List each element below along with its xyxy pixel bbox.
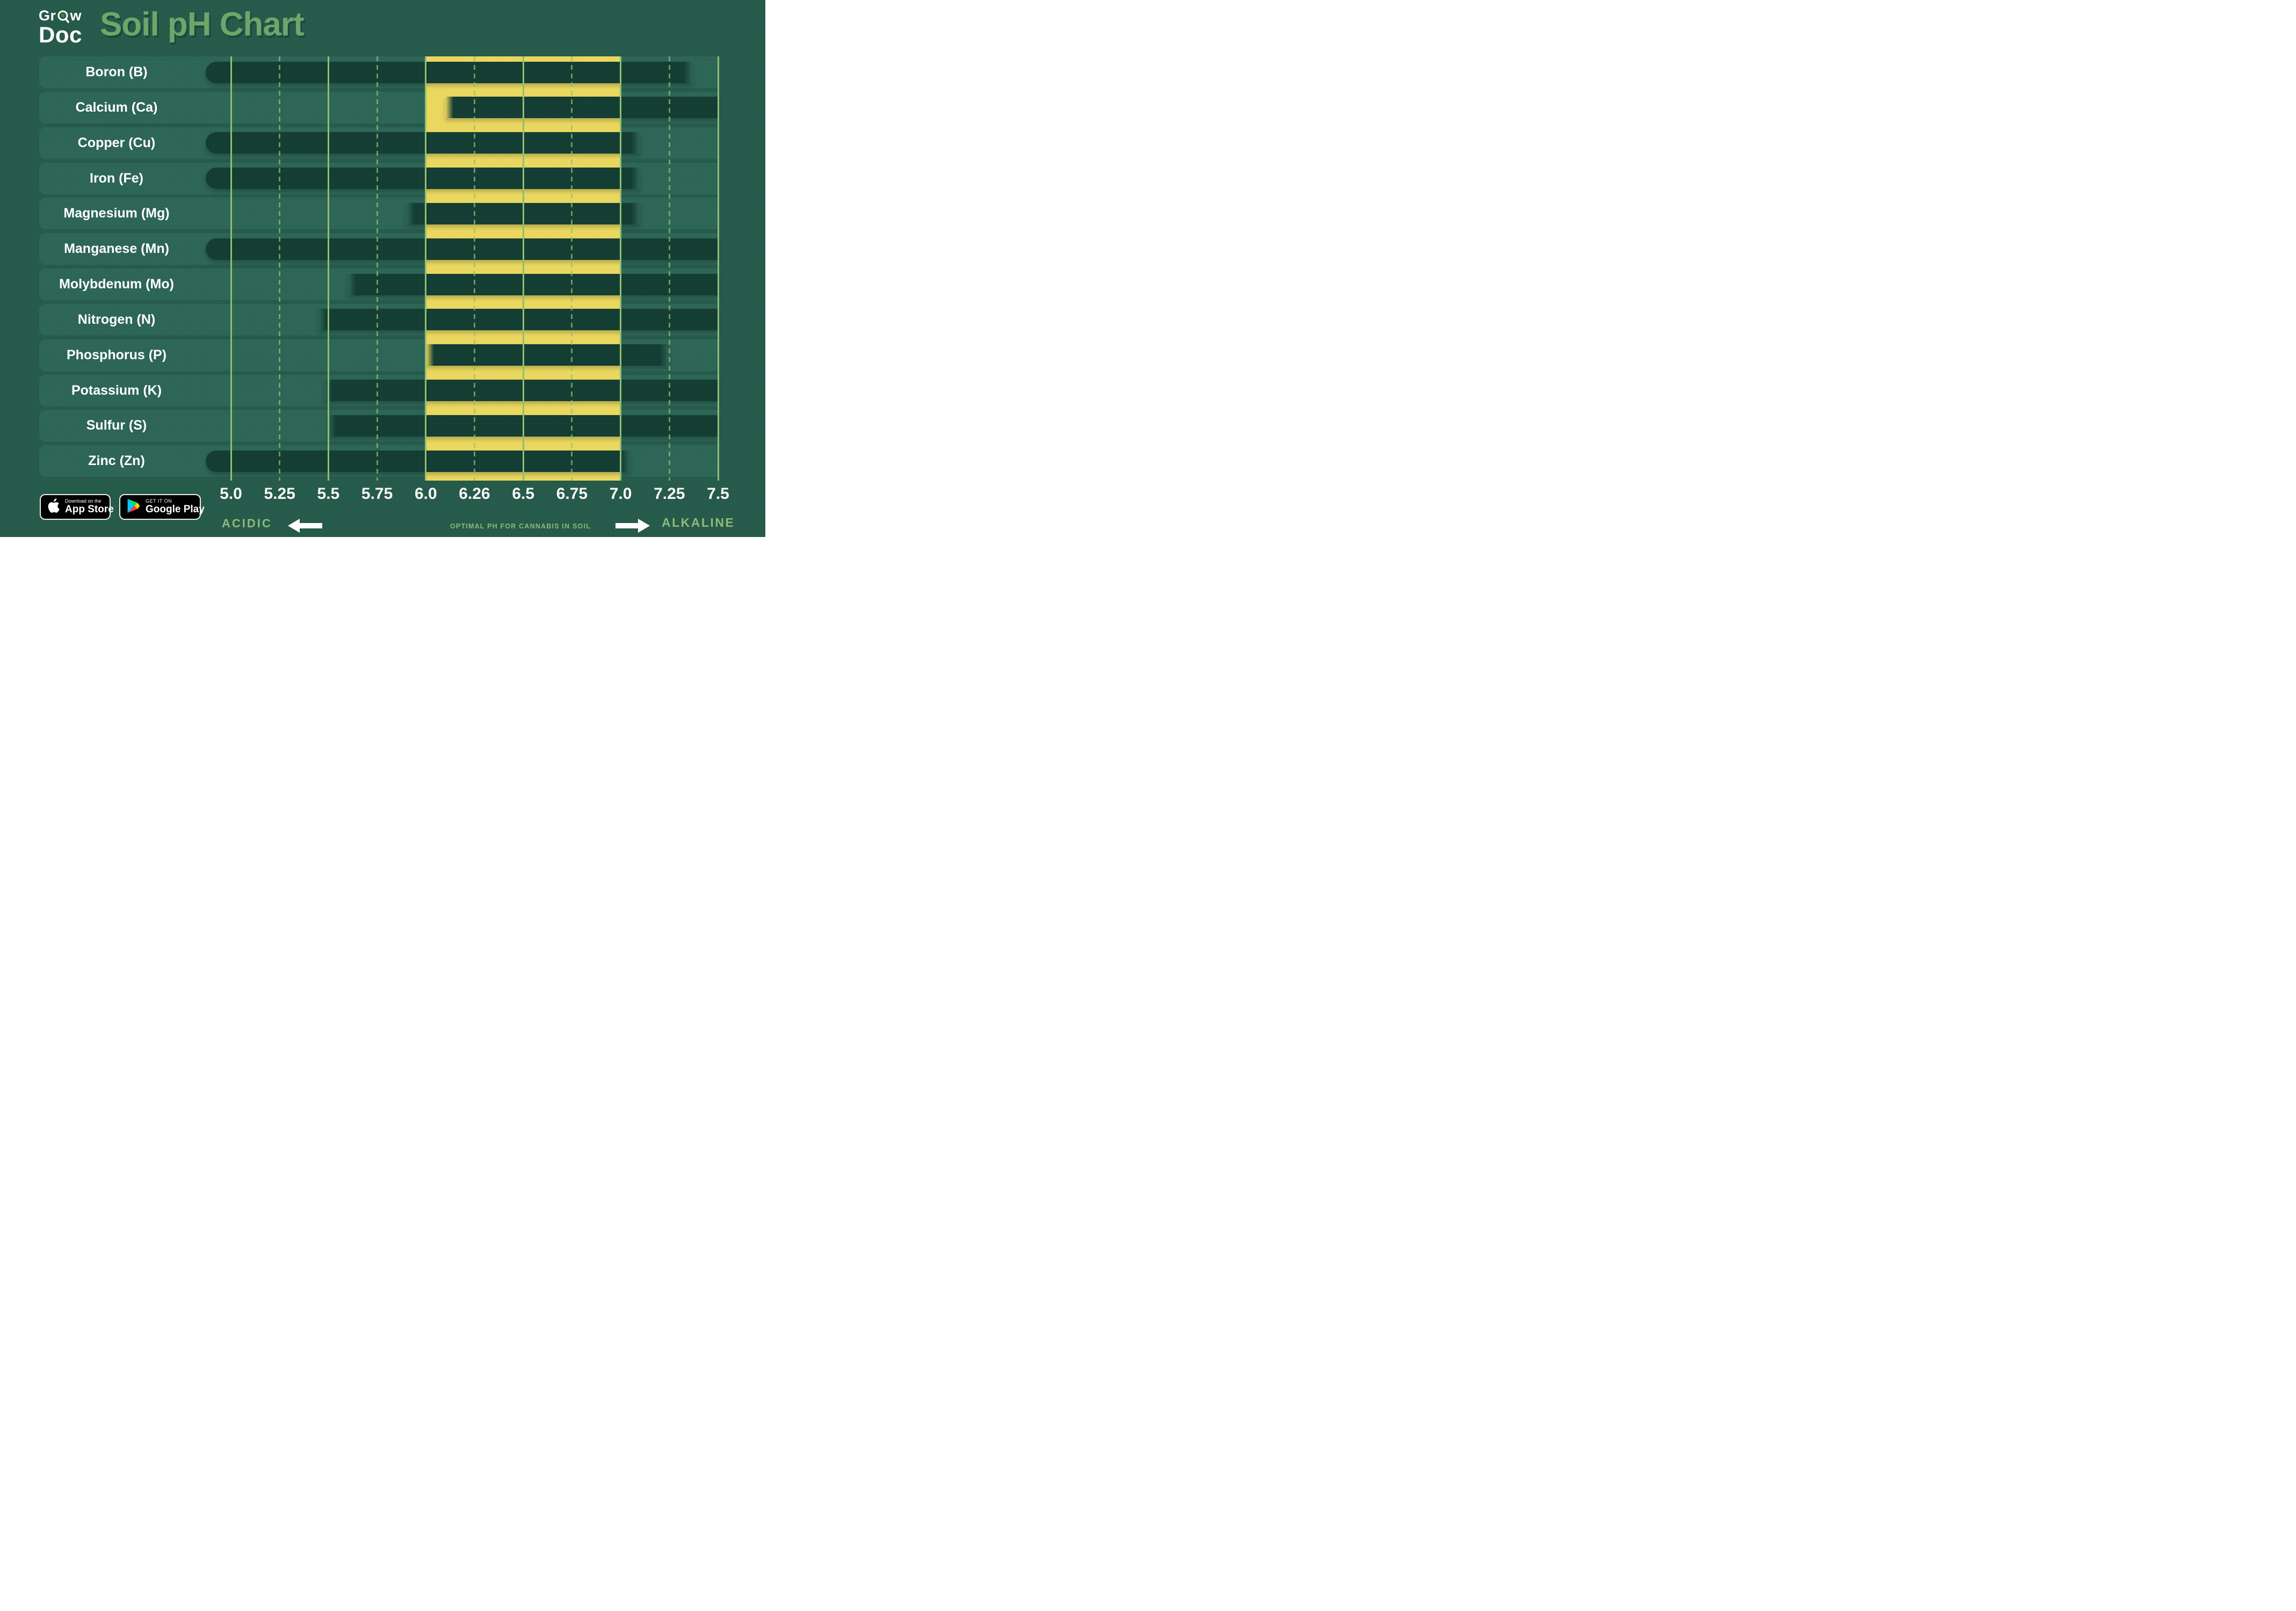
gridline-solid: [620, 56, 622, 481]
google-play-badge-line2: Google Play: [146, 503, 205, 515]
row-label: Manganese (Mn): [64, 241, 169, 257]
acidic-left-arrow-icon: [288, 519, 322, 535]
logo-doc-line: Doc: [39, 22, 82, 47]
gridline-dashed: [571, 56, 573, 481]
row-label: Copper (Cu): [77, 135, 156, 150]
availability-bar: [425, 344, 670, 366]
axis-tick-label: 7.0: [609, 485, 632, 503]
google-play-icon: [127, 498, 141, 517]
app-store-badge-line2: App Store: [65, 503, 114, 515]
availability-bar: [347, 273, 718, 295]
axis-tick-label: 5.25: [264, 485, 295, 503]
gridline-solid: [230, 56, 232, 481]
row-label: Boron (B): [85, 64, 148, 80]
row-label: Iron (Fe): [90, 170, 143, 186]
gridline-dashed: [376, 56, 378, 481]
logo-text-gr: Gr: [39, 8, 56, 24]
app-store-badge-line1: Download on the: [65, 498, 102, 504]
row-label: Sulfur (S): [86, 418, 147, 433]
gridline-dashed: [279, 56, 281, 481]
row-label: Potassium (K): [71, 382, 162, 398]
row-label: Zinc (Zn): [88, 453, 145, 469]
google-play-badge-line1: GET IT ON: [146, 498, 172, 504]
axis-tick-label: 5.5: [317, 485, 340, 503]
availability-bar: [205, 238, 718, 260]
availability-bar: [205, 450, 631, 472]
acidic-label: ACIDIC: [222, 517, 272, 530]
row-label: Molybdenum (Mo): [59, 277, 174, 292]
availability-bar: [205, 132, 640, 154]
availability-bar: [324, 380, 718, 402]
optimal-ph-caption: OPTIMAL PH FOR CANNABIS IN SOIL: [450, 523, 591, 530]
availability-bar: [445, 97, 718, 119]
logo-grow-line: Gr w: [39, 9, 82, 23]
axis-tick-label: 6.0: [414, 485, 437, 503]
availability-bar: [205, 168, 640, 190]
row-label: Magnesium (Mg): [63, 206, 170, 221]
gridline-dashed: [474, 56, 475, 481]
app-store-badge[interactable]: Download on the App Store: [40, 494, 114, 520]
row-label: Nitrogen (N): [77, 311, 156, 327]
growdoc-logo: Gr w Doc: [39, 9, 82, 46]
alkaline-label: ALKALINE: [662, 516, 735, 529]
availability-bar: [318, 309, 718, 331]
row-label: Phosphorus (P): [66, 347, 167, 362]
axis-tick-label: 7.5: [707, 485, 729, 503]
alkaline-right-arrow-icon: [615, 519, 650, 535]
axis-tick-label: 5.0: [220, 485, 242, 503]
gridline-solid: [522, 56, 524, 481]
logo-text-w: w: [70, 8, 82, 24]
availability-bar: [205, 61, 693, 83]
row-label: Calcium (Ca): [75, 99, 158, 115]
soil-ph-chart-page: Gr w Doc Soil pH Chart Boron (B) Calcium …: [0, 0, 765, 537]
apple-icon: [47, 498, 60, 516]
gridline-solid: [717, 56, 719, 481]
axis-tick-label: 6.26: [459, 485, 490, 503]
axis-tick-label: 7.25: [654, 485, 685, 503]
ph-range-chart: Boron (B) Calcium (Ca) Copper (Cu) Iron (Fe…: [0, 0, 765, 537]
magnifier-leaf-icon: [57, 10, 70, 23]
gridline-dashed: [668, 56, 670, 481]
axis-tick-label: 6.5: [512, 485, 535, 503]
page-title: Soil pH Chart: [100, 6, 305, 43]
axis-tick-label: 6.75: [556, 485, 588, 503]
axis-tick-label: 5.75: [361, 485, 393, 503]
google-play-badge[interactable]: GET IT ON Google Play: [119, 494, 205, 520]
gridline-solid: [425, 56, 427, 481]
gridline-solid: [327, 56, 329, 481]
